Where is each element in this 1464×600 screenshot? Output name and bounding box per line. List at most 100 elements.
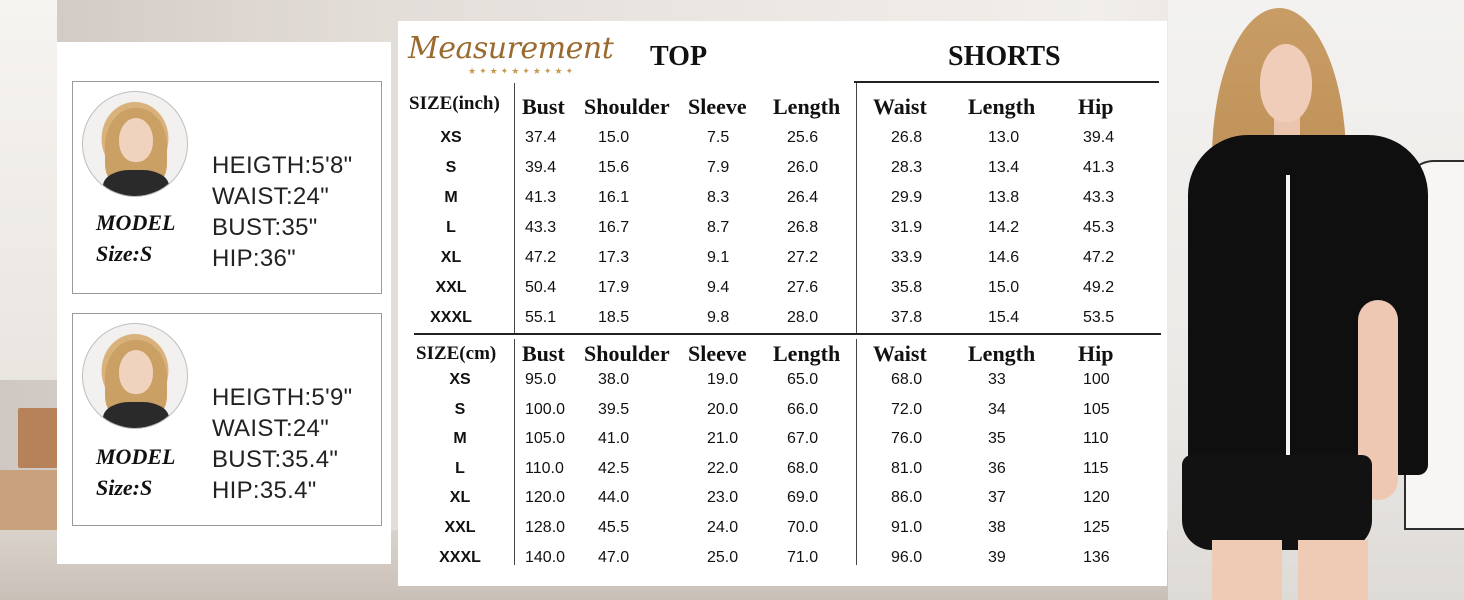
cm-cell: 23.0 <box>707 489 739 506</box>
inch-size-label: SIZE(inch) <box>409 93 500 114</box>
inch-cell: 15.0 <box>988 279 1020 296</box>
cm-size-xxxl: XXXL <box>439 549 481 566</box>
measurement-logo-text: Measurement <box>408 31 614 66</box>
cm-cell: 39 <box>988 549 1006 566</box>
inch-size-xs: XS <box>440 129 462 146</box>
cm-cell: 71.0 <box>787 549 819 566</box>
inch-cell: 8.7 <box>707 219 730 236</box>
inch-cell: 41.3 <box>1083 159 1115 176</box>
inch-cell: 31.9 <box>891 219 923 236</box>
model-1-height: HEIGTH:5'8" <box>212 152 353 179</box>
cm-header-shoulder: Shoulder <box>584 341 670 366</box>
cm-size-divider <box>514 339 515 565</box>
cm-cell: 41.0 <box>598 430 630 447</box>
model-1-hip: HIP:36" <box>212 245 296 272</box>
model-card-1: MODEL Size:S HEIGTH:5'8" WAIST:24" BUST:… <box>72 81 382 294</box>
model-1-label: MODEL Size:S <box>96 207 175 269</box>
model-2-label-title: MODEL <box>96 444 176 469</box>
inch-header-hip: Hip <box>1078 94 1114 119</box>
inch-cell: 26.8 <box>787 219 819 236</box>
cm-cell: 20.0 <box>707 401 739 418</box>
inch-cell: 50.4 <box>525 279 557 296</box>
inch-cell: 49.2 <box>1083 279 1115 296</box>
unit-divider <box>414 333 1161 335</box>
cm-size-xl: XL <box>449 489 471 506</box>
inch-cell: 16.1 <box>598 189 630 206</box>
cm-cell: 70.0 <box>787 519 819 536</box>
inch-cell: 33.9 <box>891 249 923 266</box>
cm-cell: 45.5 <box>598 519 630 536</box>
top-section-title: TOP <box>650 41 708 72</box>
cm-top-shorts-divider <box>856 339 857 565</box>
inch-cell: 55.1 <box>525 309 557 326</box>
cm-cell: 24.0 <box>707 519 739 536</box>
inch-cell: 37.4 <box>525 129 557 146</box>
shorts-section-title: SHORTS <box>948 41 1061 72</box>
inch-cell: 39.4 <box>525 159 557 176</box>
cm-cell: 38 <box>988 519 1006 536</box>
cm-cell: 95.0 <box>525 371 557 388</box>
inch-size-divider <box>514 83 515 333</box>
cm-cell: 105 <box>1083 401 1110 418</box>
cm-cell: 140.0 <box>525 549 566 566</box>
inch-cell: 27.2 <box>787 249 819 266</box>
model-2-label-size: Size:S <box>96 475 153 500</box>
inch-header-waist: Waist <box>873 94 927 119</box>
inch-size-l: L <box>446 219 456 236</box>
background-side-table <box>18 408 58 468</box>
cm-cell: 76.0 <box>891 430 923 447</box>
size-chart-panel: Measurement ★✦★✦★✦★✦★✦ TOP SHORTS SIZE(i… <box>398 21 1167 586</box>
cm-cell: 100.0 <box>525 401 566 418</box>
cm-cell: 125 <box>1083 519 1110 536</box>
inch-cell: 35.8 <box>891 279 923 296</box>
inch-cell: 13.4 <box>988 159 1020 176</box>
inch-size-xxxl: XXXL <box>430 309 472 326</box>
cm-header-length: Length <box>773 341 841 366</box>
inch-header-length: Length <box>773 94 841 119</box>
inch-header-shoulder: Shoulder <box>584 94 670 119</box>
cm-cell: 47.0 <box>598 549 630 566</box>
cm-cell: 120.0 <box>525 489 566 506</box>
inch-cell: 27.6 <box>787 279 819 296</box>
cm-cell: 91.0 <box>891 519 923 536</box>
inch-cell: 45.3 <box>1083 219 1115 236</box>
inch-cell: 7.9 <box>707 159 730 176</box>
cm-cell: 38.0 <box>598 371 630 388</box>
inch-cell: 15.4 <box>988 309 1020 326</box>
cm-size-m: M <box>453 430 467 447</box>
inch-cell: 13.0 <box>988 129 1020 146</box>
cm-cell: 110.0 <box>525 460 564 477</box>
cm-cell: 136 <box>1083 549 1110 566</box>
cm-cell: 67.0 <box>787 430 819 447</box>
inch-cell: 43.3 <box>525 219 557 236</box>
inch-cell: 29.9 <box>891 189 923 206</box>
cm-size-s: S <box>454 401 466 418</box>
inch-cell: 37.8 <box>891 309 923 326</box>
model-1-waist: WAIST:24" <box>212 183 330 210</box>
model-2-waist: WAIST:24" <box>212 415 330 442</box>
inch-cell: 9.4 <box>707 279 730 296</box>
model-2-hip: HIP:35.4" <box>212 477 317 504</box>
inch-cell: 16.7 <box>598 219 630 236</box>
model-2-avatar <box>82 323 188 429</box>
inch-cell: 28.3 <box>891 159 923 176</box>
inch-cell: 41.3 <box>525 189 557 206</box>
inch-cell: 8.3 <box>707 189 730 206</box>
inch-cell: 47.2 <box>525 249 557 266</box>
model-1-bust: BUST:35" <box>212 214 318 241</box>
inch-cell: 15.0 <box>598 129 630 146</box>
cm-cell: 35 <box>988 430 1006 447</box>
cm-cell: 105.0 <box>525 430 566 447</box>
cm-cell: 19.0 <box>707 371 739 388</box>
cm-cell: 22.0 <box>707 460 739 477</box>
cm-cell: 100 <box>1083 371 1110 388</box>
cm-cell: 39.5 <box>598 401 630 418</box>
cm-header-waist: Waist <box>873 341 927 366</box>
cm-cell: 120 <box>1083 489 1110 506</box>
cm-cell: 36 <box>988 460 1006 477</box>
inch-cell: 14.6 <box>988 249 1020 266</box>
inch-cell: 17.9 <box>598 279 630 296</box>
model-pajama-shorts <box>1182 455 1372 550</box>
inch-cell: 26.0 <box>787 159 819 176</box>
cm-cell: 44.0 <box>598 489 630 506</box>
